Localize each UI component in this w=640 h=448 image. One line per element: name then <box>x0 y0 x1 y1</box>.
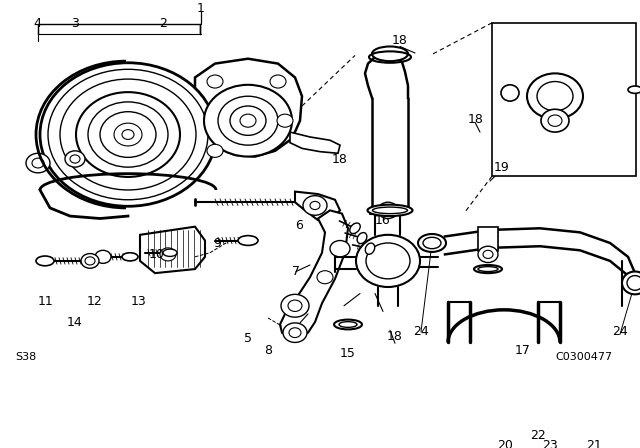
Circle shape <box>81 254 99 268</box>
Circle shape <box>281 294 309 317</box>
Text: 1: 1 <box>197 3 205 16</box>
Text: 8: 8 <box>264 344 272 357</box>
Polygon shape <box>280 211 348 336</box>
Text: 13: 13 <box>131 295 147 308</box>
Circle shape <box>283 323 307 342</box>
Ellipse shape <box>238 236 258 246</box>
Text: C0300477: C0300477 <box>555 352 612 362</box>
Polygon shape <box>295 192 340 220</box>
Text: 24: 24 <box>413 325 429 338</box>
Text: 21: 21 <box>586 439 602 448</box>
Ellipse shape <box>474 265 502 273</box>
Text: 23: 23 <box>542 439 558 448</box>
Ellipse shape <box>501 85 519 101</box>
Bar <box>478 227 498 251</box>
Circle shape <box>303 196 327 215</box>
Circle shape <box>207 75 223 88</box>
Text: 17: 17 <box>515 344 531 357</box>
Ellipse shape <box>622 271 640 294</box>
Text: 18: 18 <box>332 153 348 166</box>
Text: 18: 18 <box>468 113 484 126</box>
Text: 5: 5 <box>244 332 252 345</box>
Ellipse shape <box>350 223 360 233</box>
Circle shape <box>378 202 398 219</box>
Text: 24: 24 <box>612 325 628 338</box>
Text: 16: 16 <box>375 214 391 227</box>
Circle shape <box>26 153 50 173</box>
Text: S38: S38 <box>15 352 36 362</box>
Text: 11: 11 <box>38 295 54 308</box>
Ellipse shape <box>122 253 138 261</box>
Text: 12: 12 <box>87 295 103 308</box>
Text: 7: 7 <box>292 265 300 278</box>
Ellipse shape <box>365 243 374 254</box>
Circle shape <box>40 63 216 206</box>
Ellipse shape <box>372 47 408 61</box>
Text: 18: 18 <box>387 330 403 343</box>
Circle shape <box>330 241 350 257</box>
Circle shape <box>207 144 223 157</box>
Circle shape <box>478 246 498 263</box>
Text: 19: 19 <box>494 161 510 174</box>
Text: 15: 15 <box>340 347 356 360</box>
Ellipse shape <box>418 234 446 252</box>
Text: 20: 20 <box>497 439 513 448</box>
Circle shape <box>65 151 85 167</box>
Circle shape <box>270 75 286 88</box>
Text: 2: 2 <box>159 17 167 30</box>
Ellipse shape <box>367 205 413 216</box>
Text: 14: 14 <box>67 315 83 328</box>
Text: 18: 18 <box>392 34 408 47</box>
Ellipse shape <box>36 256 54 266</box>
Polygon shape <box>195 59 302 156</box>
Ellipse shape <box>163 249 177 256</box>
Text: 6: 6 <box>295 220 303 233</box>
Circle shape <box>527 73 583 119</box>
Circle shape <box>204 85 292 156</box>
Ellipse shape <box>357 233 367 244</box>
Text: 22: 22 <box>530 429 546 442</box>
Circle shape <box>541 109 569 132</box>
Text: 4: 4 <box>33 17 41 30</box>
Text: 3: 3 <box>71 17 79 30</box>
Polygon shape <box>140 227 205 273</box>
Circle shape <box>95 250 111 263</box>
Ellipse shape <box>628 86 640 93</box>
Ellipse shape <box>334 319 362 329</box>
Text: 10: 10 <box>149 248 165 261</box>
Polygon shape <box>290 132 340 153</box>
Circle shape <box>277 114 293 127</box>
Circle shape <box>356 235 420 287</box>
Text: 9: 9 <box>213 237 221 250</box>
Bar <box>492 23 636 176</box>
Circle shape <box>160 248 176 261</box>
